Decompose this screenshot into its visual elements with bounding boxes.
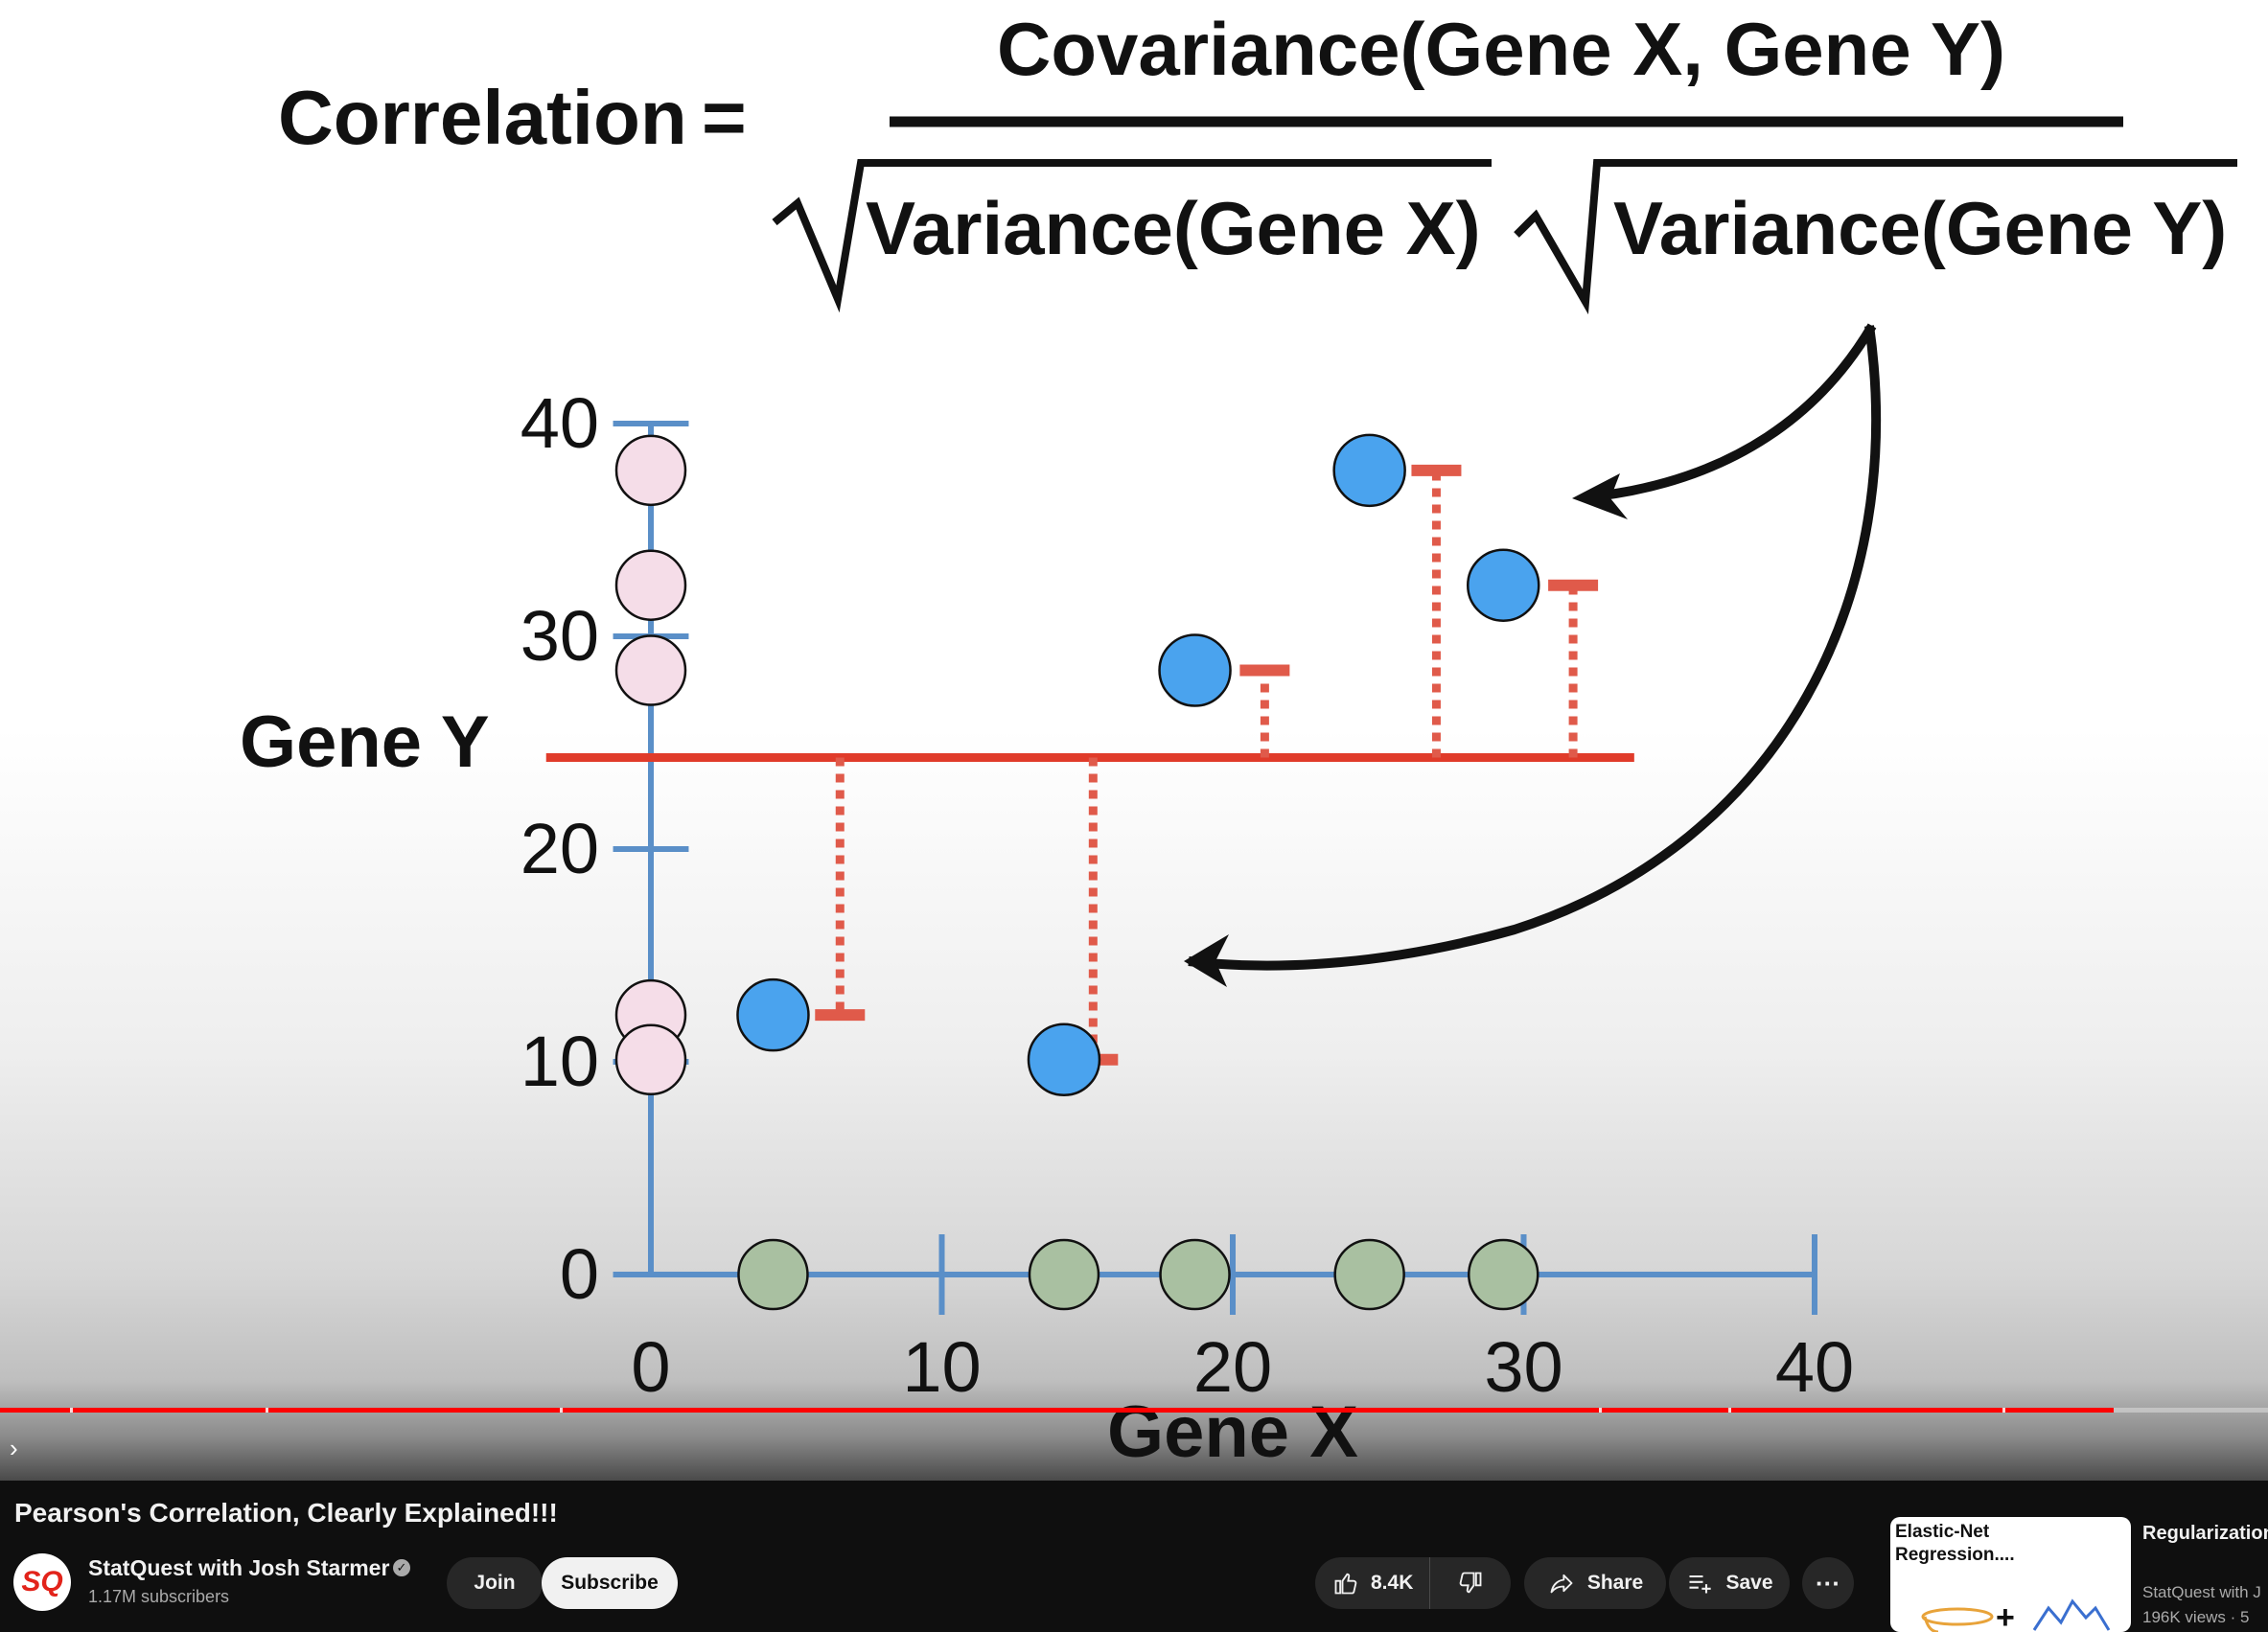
- thumbnail-plus: +: [1996, 1599, 2015, 1632]
- progress-bar-fill: [0, 1408, 2115, 1413]
- equation-numerator: Covariance(Gene X, Gene Y): [997, 7, 2005, 91]
- x-projection-point: [1159, 1238, 1231, 1311]
- data-point: [1467, 548, 1540, 622]
- data-point: [1158, 633, 1232, 707]
- avatar-logo: SQ: [21, 1566, 63, 1598]
- x-projection-point: [1333, 1238, 1405, 1311]
- video-player[interactable]: Correlation = Covariance(Gene X, Gene Y)…: [0, 0, 2268, 1481]
- y-axis-label: Gene Y: [240, 701, 490, 783]
- thumbnail-graphic: +: [1921, 1598, 2111, 1632]
- subscribe-button[interactable]: Subscribe: [542, 1557, 678, 1609]
- y-tick-label: 20: [521, 809, 599, 888]
- equation-equals: =: [702, 75, 747, 160]
- sqrt-right-symbol: [1514, 159, 2237, 315]
- sqrt-left-symbol: [772, 159, 1492, 313]
- x-tick-label: 40: [1775, 1327, 1854, 1407]
- like-icon: [1334, 1573, 1357, 1595]
- equation-denominator-right: Variance(Gene Y): [1613, 186, 2227, 270]
- like-button[interactable]: 8.4K: [1315, 1557, 1430, 1609]
- chapter-marker: [560, 1408, 564, 1413]
- chapter-marker: [1727, 1408, 1731, 1413]
- x-tick-label: 10: [902, 1327, 981, 1407]
- x-projection-point: [1028, 1238, 1100, 1311]
- recommended-video-meta: 196K views · 5: [2142, 1608, 2250, 1626]
- y-projection-point: [614, 549, 687, 621]
- scatter-chart: 0 10 20 30 40 0 10 20 30 40: [521, 383, 1854, 1407]
- video-frame: Correlation = Covariance(Gene X, Gene Y)…: [240, 7, 2237, 1473]
- y-tick-label: 30: [521, 596, 599, 676]
- share-label: Share: [1586, 1572, 1644, 1594]
- save-label: Save: [1725, 1572, 1773, 1594]
- curved-arrow-lower: [1188, 325, 1881, 971]
- thumbnail-text: Elastic-Net Regression....: [1895, 1522, 2015, 1565]
- channel-avatar[interactable]: SQ: [13, 1553, 71, 1611]
- chapter-marker: [2002, 1408, 2006, 1413]
- save-button[interactable]: Save: [1669, 1557, 1790, 1609]
- recommended-video-title[interactable]: Regularization Net Regressio: [2142, 1523, 2268, 1544]
- recommended-video-channel: StatQuest with J: [2142, 1583, 2261, 1601]
- video-details: Pearson's Correlation, Clearly Explained…: [0, 1481, 2268, 1632]
- x-tick-label: 0: [631, 1327, 670, 1407]
- y-projection-point: [614, 634, 687, 706]
- video-title: Pearson's Correlation, Clearly Explained…: [14, 1498, 558, 1528]
- equation-lhs: Correlation: [278, 75, 687, 160]
- verified-icon: ✓: [393, 1559, 410, 1576]
- more-icon[interactable]: ···: [1802, 1557, 1854, 1609]
- chapter-marker: [1599, 1408, 1603, 1413]
- dislike-icon: [1459, 1572, 1482, 1594]
- progress-bar[interactable]: [0, 1408, 2268, 1413]
- data-point: [1332, 433, 1406, 508]
- like-count: 8.4K: [1371, 1572, 1414, 1594]
- x-axis-label: Gene X: [1107, 1391, 1358, 1473]
- recommended-video-thumbnail[interactable]: Elastic-Net Regression.... +: [1890, 1517, 2131, 1632]
- arrow-head-lower: [1184, 934, 1229, 987]
- y-tick-label: 40: [521, 383, 599, 463]
- share-button[interactable]: Share: [1524, 1557, 1666, 1609]
- data-point: [1027, 1023, 1101, 1097]
- x-tick-label: 30: [1484, 1327, 1562, 1407]
- subscriber-count: 1.17M subscribers: [88, 1587, 230, 1606]
- x-tick-label: 20: [1193, 1327, 1272, 1407]
- y-projection-point: [614, 1023, 687, 1096]
- join-button[interactable]: Join: [447, 1557, 543, 1609]
- channel-name[interactable]: StatQuest with Josh Starmer: [88, 1555, 390, 1580]
- x-projection-point: [737, 1238, 809, 1311]
- share-icon: [1550, 1574, 1573, 1594]
- y-tick-label: 10: [521, 1022, 599, 1101]
- save-icon: [1689, 1575, 1712, 1594]
- data-point: [736, 977, 810, 1052]
- chapter-marker: [265, 1408, 268, 1413]
- equation-denominator-left: Variance(Gene X): [866, 186, 1481, 270]
- chapter-marker: [70, 1408, 74, 1413]
- dislike-button[interactable]: [1430, 1557, 1511, 1609]
- like-dislike-group: 8.4K: [1315, 1557, 1511, 1609]
- y-projection-point: [614, 434, 687, 507]
- y-tick-label: 0: [560, 1234, 599, 1314]
- chevron-right-icon[interactable]: ›: [10, 1434, 18, 1462]
- curved-arrow-upper: [1595, 323, 1877, 501]
- arrow-head-upper: [1572, 473, 1628, 519]
- x-projection-point: [1468, 1238, 1539, 1311]
